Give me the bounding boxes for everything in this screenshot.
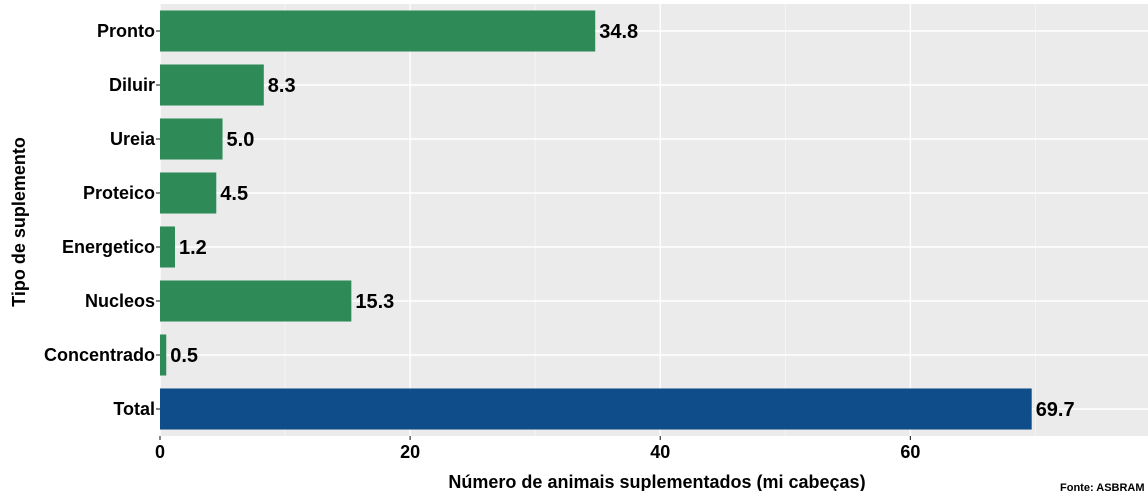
x-tick-label-40: 40 (650, 442, 670, 462)
x-tick-label-20: 20 (400, 442, 420, 462)
x-axis-title: Número de animais suplementados (mi cabe… (448, 472, 865, 491)
y-tick-label-total: Total (113, 399, 155, 419)
bar-diluir (160, 64, 264, 106)
x-tick-label-0: 0 (155, 442, 165, 462)
bar-proteico (160, 172, 217, 214)
data-label-concentrado: 0.5 (170, 345, 198, 367)
y-tick-label-nucleos: Nucleos (85, 291, 155, 311)
plot-panel (160, 4, 1148, 436)
bar-total (160, 388, 1032, 430)
y-tick-label-concentrado: Concentrado (44, 345, 155, 365)
minor-gridlines (284, 4, 1036, 436)
data-label-pronto: 34.8 (599, 21, 638, 43)
bar-concentrado (160, 334, 167, 376)
data-label-ureia: 5.0 (227, 129, 255, 151)
y-tick-label-pronto: Pronto (97, 21, 155, 41)
data-label-total: 69.7 (1036, 399, 1075, 421)
caption: Fonte: ASBRAM (1060, 482, 1145, 491)
y-tick-label-ureia: Ureia (110, 129, 156, 149)
bar-ureia (160, 118, 223, 160)
bars: 34.8 8.3 5.0 4.5 1.2 15.3 0.5 69.7 (160, 10, 1075, 430)
data-label-energetico: 1.2 (179, 237, 207, 259)
y-tick-label-proteico: Proteico (83, 183, 155, 203)
bar-nucleos (160, 280, 352, 322)
bar-pronto (160, 10, 596, 52)
data-label-proteico: 4.5 (220, 183, 248, 205)
data-label-nucleos: 15.3 (355, 291, 394, 313)
x-tick-labels: 0 20 40 60 (155, 436, 920, 462)
y-axis-title: Tipo de suplemento (9, 137, 29, 307)
data-label-diluir: 8.3 (268, 75, 296, 97)
bar-energetico (160, 226, 176, 268)
y-tick-label-energetico: Energetico (62, 237, 155, 257)
y-tick-label-diluir: Diluir (109, 75, 155, 95)
y-tick-labels: Pronto Diluir Ureia Proteico Energetico Nucle… (44, 21, 160, 419)
x-tick-label-60: 60 (900, 442, 920, 462)
